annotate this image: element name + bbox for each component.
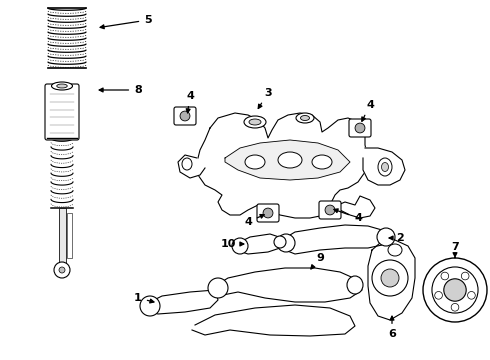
Polygon shape (145, 290, 218, 314)
Circle shape (441, 272, 449, 280)
Ellipse shape (388, 244, 402, 256)
Ellipse shape (312, 155, 332, 169)
Polygon shape (212, 268, 362, 302)
Ellipse shape (180, 111, 190, 121)
Bar (58, 208, 66, 263)
Ellipse shape (347, 276, 363, 294)
Polygon shape (236, 234, 282, 254)
FancyBboxPatch shape (349, 119, 371, 137)
Polygon shape (282, 225, 388, 254)
Circle shape (461, 272, 469, 280)
Ellipse shape (263, 208, 273, 218)
Polygon shape (197, 113, 375, 218)
FancyBboxPatch shape (174, 107, 196, 125)
Polygon shape (368, 240, 415, 320)
Ellipse shape (51, 82, 73, 90)
Circle shape (208, 278, 228, 298)
FancyBboxPatch shape (257, 204, 279, 222)
FancyBboxPatch shape (45, 84, 79, 140)
Circle shape (423, 258, 487, 322)
Ellipse shape (245, 155, 265, 169)
Bar (67, 213, 72, 258)
Polygon shape (192, 305, 355, 336)
Text: 3: 3 (258, 88, 272, 108)
Circle shape (467, 292, 475, 299)
Text: 9: 9 (311, 253, 324, 269)
Text: 10: 10 (220, 239, 244, 249)
Ellipse shape (57, 84, 67, 88)
Polygon shape (225, 140, 350, 180)
Ellipse shape (296, 113, 314, 123)
Ellipse shape (325, 205, 335, 215)
Text: 4: 4 (244, 215, 264, 227)
Text: 2: 2 (389, 233, 404, 243)
Polygon shape (363, 148, 405, 185)
Circle shape (372, 260, 408, 296)
Text: 6: 6 (388, 316, 396, 339)
Circle shape (381, 269, 399, 287)
Ellipse shape (378, 158, 392, 176)
Circle shape (377, 228, 395, 246)
Ellipse shape (278, 152, 302, 168)
Circle shape (59, 267, 65, 273)
Circle shape (232, 238, 248, 254)
Circle shape (432, 267, 478, 313)
Circle shape (435, 292, 442, 299)
Circle shape (444, 279, 466, 301)
Text: 4: 4 (186, 91, 194, 113)
Ellipse shape (182, 158, 192, 170)
Polygon shape (178, 155, 205, 178)
Ellipse shape (300, 116, 310, 121)
FancyBboxPatch shape (319, 201, 341, 219)
Ellipse shape (244, 116, 266, 128)
Text: 5: 5 (100, 15, 152, 29)
Text: 4: 4 (334, 209, 362, 223)
Ellipse shape (382, 162, 389, 171)
Text: 8: 8 (99, 85, 142, 95)
Circle shape (140, 296, 160, 316)
Text: 4: 4 (362, 100, 374, 121)
Ellipse shape (249, 119, 261, 125)
Text: 7: 7 (451, 242, 459, 258)
Circle shape (54, 262, 70, 278)
Circle shape (451, 303, 459, 311)
Circle shape (277, 234, 295, 252)
Text: 1: 1 (134, 293, 154, 303)
Ellipse shape (355, 123, 365, 133)
Circle shape (274, 236, 286, 248)
